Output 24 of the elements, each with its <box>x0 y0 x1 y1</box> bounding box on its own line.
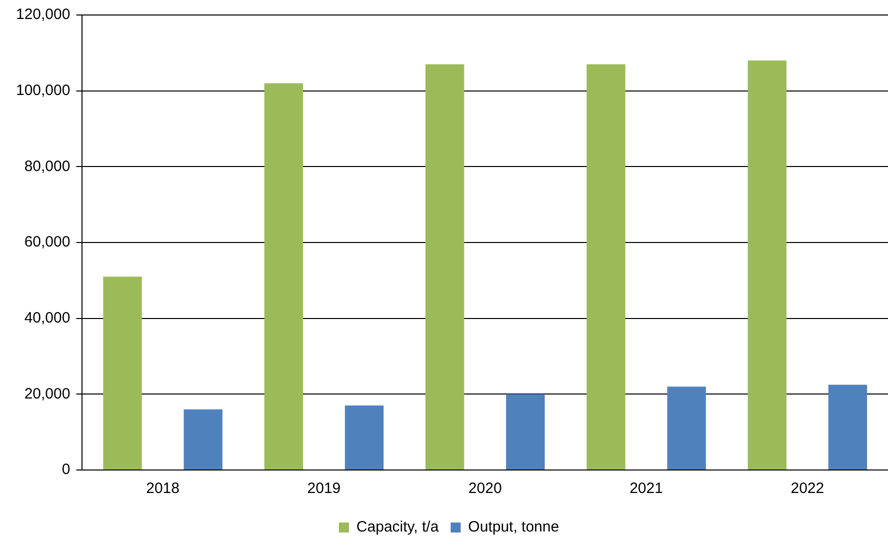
bar <box>103 276 142 470</box>
y-tick-label: 120,000 <box>16 6 70 24</box>
x-tick-label: 2022 <box>790 480 824 498</box>
x-tick-label: 2021 <box>630 480 663 498</box>
y-tick-label: 100,000 <box>16 82 70 99</box>
y-tick-label: 80,000 <box>24 158 70 175</box>
bar <box>425 64 464 470</box>
y-tick-label: 60,000 <box>24 234 70 251</box>
bar <box>748 60 786 470</box>
bar <box>264 83 304 470</box>
y-tick-label: 20,000 <box>24 385 70 402</box>
bar <box>506 394 545 470</box>
x-tick-label: 2020 <box>468 480 502 498</box>
bar <box>344 406 384 470</box>
bar <box>184 409 222 470</box>
legend-label: Capacity, t/a <box>356 518 440 536</box>
x-tick-label: 2019 <box>307 480 341 498</box>
x-tick-label: 2018 <box>146 480 180 498</box>
bar <box>586 64 626 470</box>
y-tick-label: 0 <box>62 461 70 478</box>
bar <box>828 384 868 470</box>
y-tick-label: 40,000 <box>24 309 70 326</box>
bar <box>667 386 706 470</box>
legend-label: Output, tonne <box>468 518 560 536</box>
